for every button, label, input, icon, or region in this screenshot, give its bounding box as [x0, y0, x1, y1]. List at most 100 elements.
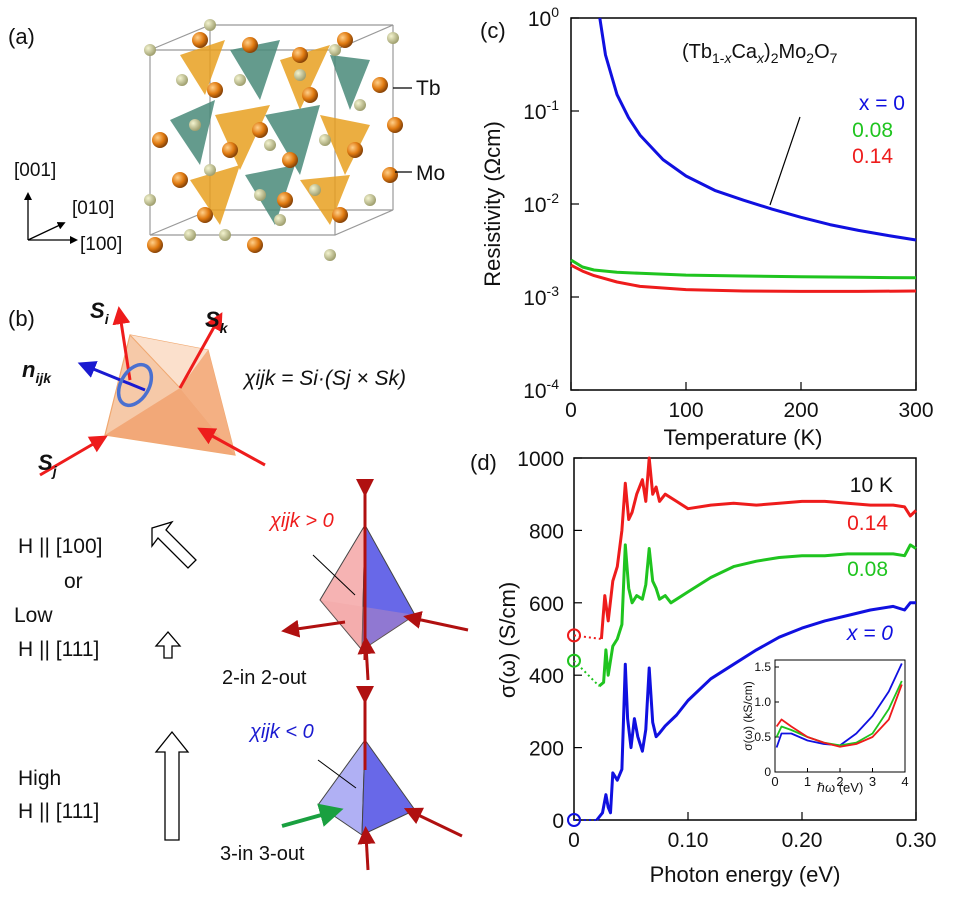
series-group — [567, 456, 918, 827]
series-group — [570, 17, 917, 293]
series-line — [598, 17, 917, 242]
panel-c: (c) 0 100 200 300 10-4 10-3 10-2 10-1 100 Temper… — [480, 4, 934, 450]
axis-010-label: [010] — [72, 198, 114, 219]
spin-in-arrow — [403, 807, 463, 838]
high-text: High — [18, 767, 61, 790]
inset-x-tick-label: 4 — [901, 774, 908, 789]
y-tick-label: 400 — [529, 665, 564, 688]
chi-neg-leader — [317, 759, 357, 789]
axis-100-label: [100] — [80, 234, 122, 255]
chi-positive-label: χijk > 0 — [268, 510, 334, 532]
axis-010-arrow — [27, 222, 66, 241]
inset-series-line — [775, 684, 903, 748]
x-tick-label: 0.10 — [668, 829, 709, 852]
low-text: Low — [14, 604, 53, 627]
legend-x0: x = 0 — [859, 92, 905, 115]
plot-frame — [573, 457, 917, 821]
y-tick-label: 200 — [529, 738, 564, 761]
legend-014: 0.14 — [852, 145, 893, 168]
series-line — [598, 543, 917, 688]
config-2in2out-label: 2-in 2-out — [222, 667, 307, 689]
normal-vector-arrow — [77, 361, 146, 392]
label-008: 0.08 — [847, 558, 888, 581]
y-tick-label: 1000 — [517, 448, 564, 471]
field-100-arrow-icon — [151, 520, 197, 569]
x-tick-label: 0 — [565, 399, 577, 422]
label-014: 0.14 — [847, 512, 888, 535]
panel-d-label: (d) — [470, 450, 497, 475]
spin-in2-arrow — [357, 636, 376, 681]
tb-label: Tb — [416, 77, 441, 100]
spin-in-arrow — [403, 611, 469, 632]
spin-j-label: Sj — [38, 450, 58, 479]
panel-b-label: (b) — [8, 306, 35, 331]
dc-conductivity-marker — [567, 653, 581, 668]
normal-vector-label: nijk — [22, 357, 52, 386]
series-line — [570, 258, 917, 280]
inset-x-tick-label: 1 — [804, 774, 811, 789]
x-tick-label: 300 — [898, 399, 933, 422]
legend-008: 0.08 — [852, 119, 893, 142]
low-field-arrow-icon — [154, 631, 182, 659]
y-tick-label: 10-4 — [523, 376, 559, 403]
chi-pos-leader — [312, 554, 356, 596]
y-tick-label: 0 — [552, 810, 564, 833]
chirality-loop-icon — [116, 362, 154, 408]
inset-x-tick-label: 2 — [836, 774, 843, 789]
x-tick-label: 0.30 — [896, 829, 937, 852]
dc-conductivity-marker — [567, 813, 581, 827]
x-tick-label: 100 — [668, 399, 703, 422]
panel-b: (b) Si Sk Sj nijk χijk = Si·(Sj × Sk) H … — [8, 298, 469, 871]
y-tick-label: 10-3 — [523, 283, 559, 310]
spin-j-arrow — [39, 435, 108, 477]
panel-a-label: (a) — [8, 24, 35, 49]
inset-x-tick-label: 0 — [771, 774, 778, 789]
spin-out-arrow — [281, 619, 346, 638]
inset-y-tick-label: 1.5 — [754, 660, 771, 674]
o-atoms — [144, 19, 399, 261]
chi-negative-label: χijk < 0 — [248, 721, 314, 743]
x-axis-title: Photon energy (eV) — [650, 862, 841, 887]
y-tick-label: 600 — [529, 593, 564, 616]
series-line — [595, 601, 916, 821]
y-tick-label: 800 — [529, 520, 564, 543]
high-field-arrow-icon — [154, 730, 190, 841]
inset-y-tick-label: 0 — [764, 765, 771, 779]
or-text: or — [64, 570, 83, 593]
field-111-low-text: H || [111] — [18, 638, 99, 661]
tetra-3in3out — [281, 686, 463, 871]
spin-k-arrow — [178, 312, 223, 389]
inset-y-tick-label: 0.5 — [754, 730, 771, 744]
series-line — [599, 456, 918, 640]
spin-i-label: Si — [90, 298, 110, 327]
panel-a: (a) — [8, 19, 445, 261]
field-100-text: H || [100] — [18, 535, 102, 558]
mo-label: Mo — [416, 162, 445, 185]
compound-label: (Tb1-xCax)2Mo2O7 — [682, 41, 838, 66]
inset-x-title: ℏω (eV) — [817, 780, 864, 795]
panel-c-label: (c) — [480, 18, 506, 43]
mo-tetrahedra — [170, 40, 370, 225]
field-111-high-text: H || [111] — [18, 800, 99, 823]
x-axis-title: Temperature (K) — [664, 425, 823, 450]
dc-conductivity-marker — [567, 628, 581, 643]
y-tick-label: 100 — [528, 4, 559, 31]
x-tick-label: 0.20 — [782, 829, 823, 852]
inset-tick-group: 0 1 2 3 4 0 0.5 1.0 1.5 — [754, 660, 908, 789]
y-tick-label: 10-2 — [523, 190, 559, 217]
label-x0: x = 0 — [846, 622, 893, 645]
x-tick-label: 0 — [568, 829, 580, 852]
spin-k-label: Sk — [205, 307, 229, 336]
temperature-label: 10 K — [850, 474, 893, 497]
inset-y-title: σ(ω) (kS/cm) — [741, 681, 755, 750]
spin-in2-arrow — [357, 826, 376, 871]
inset-frame — [774, 659, 906, 773]
tetra-2in2out — [281, 479, 469, 681]
chirality-formula: χijk = Si·(Sj × Sk) — [242, 367, 406, 390]
series-line — [570, 263, 917, 293]
y-axis-title: σ(ω) (S/cm) — [495, 582, 520, 698]
config-3in3out-label: 3-in 3-out — [220, 843, 305, 865]
